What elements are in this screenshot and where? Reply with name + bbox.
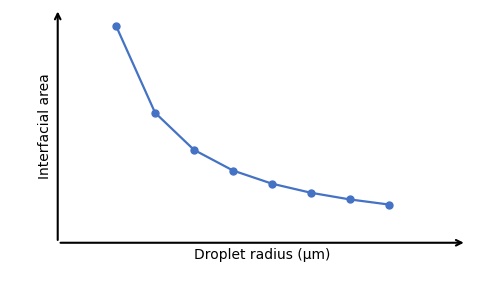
- Y-axis label: Interfacial area: Interfacial area: [38, 73, 52, 179]
- X-axis label: Droplet radius (μm): Droplet radius (μm): [193, 248, 330, 262]
